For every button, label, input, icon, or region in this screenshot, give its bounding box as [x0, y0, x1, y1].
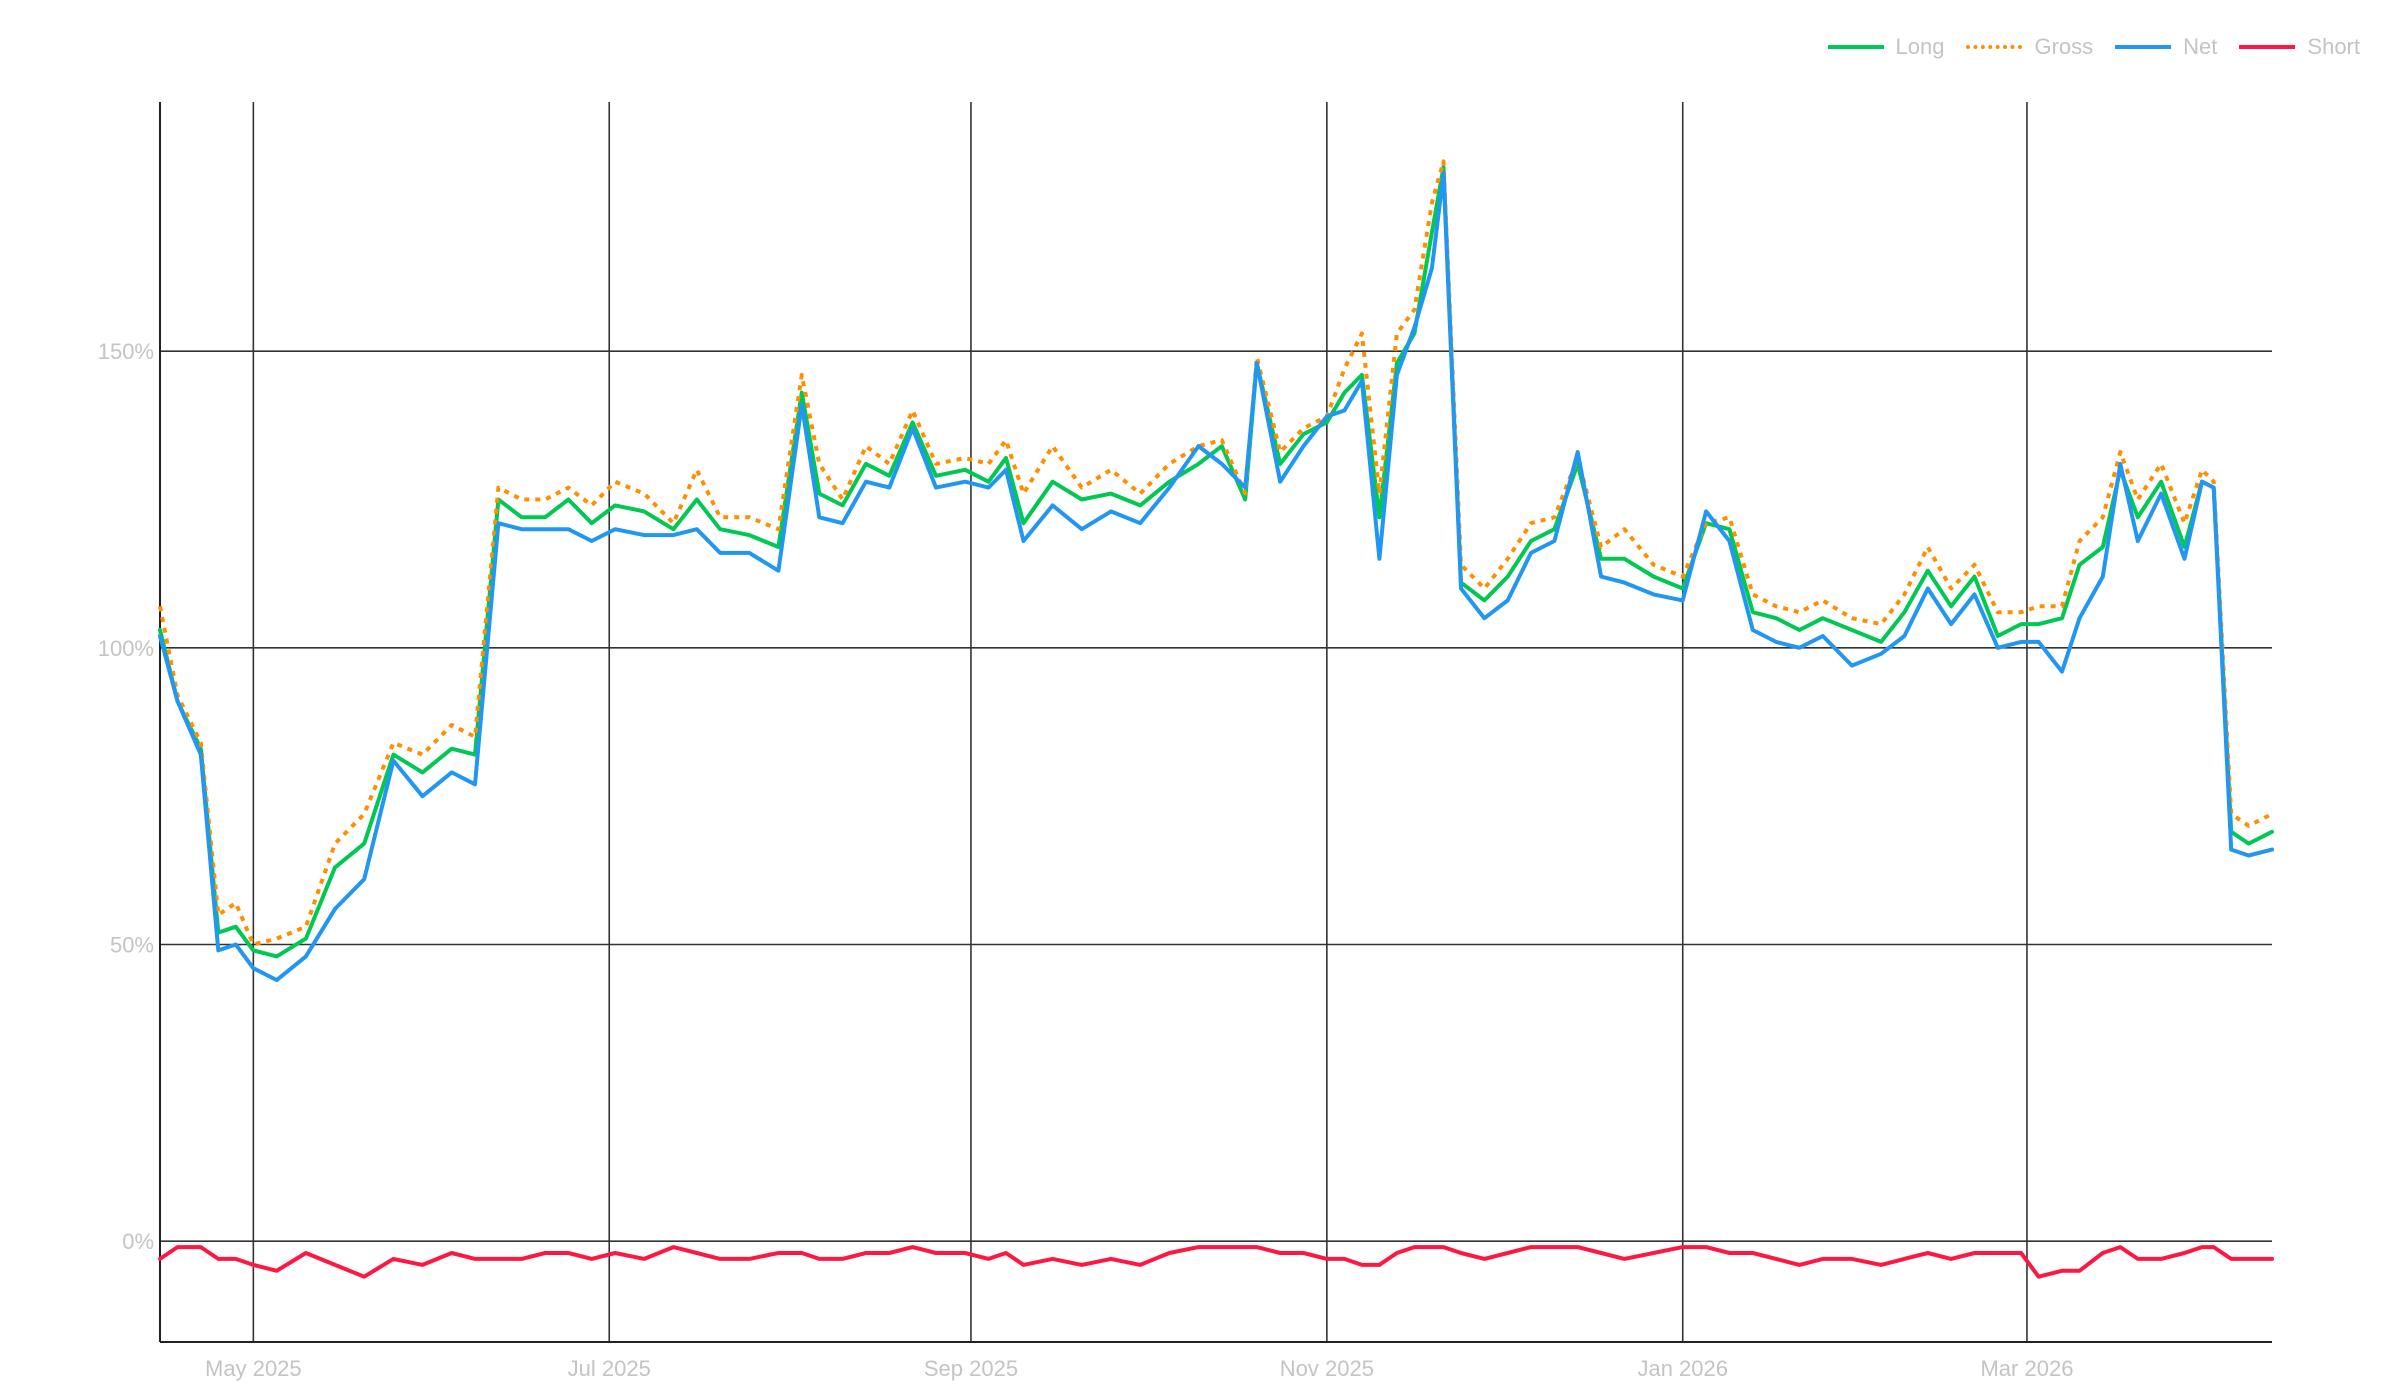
- chart-legend: Long Gross Net Short: [1806, 34, 2360, 60]
- series-line-gross: [158, 159, 2273, 947]
- legend-swatch: [1966, 45, 2023, 49]
- x-tick-label: Jul 2025: [568, 1356, 651, 1381]
- legend-swatch: [2115, 45, 2172, 49]
- x-tick-label: Mar 2026: [1980, 1356, 2073, 1381]
- tick-labels: 0% 50% 100% 150% May 2025 Jul 2025 Sep 2025 Nov…: [98, 339, 2074, 1381]
- legend-label: Gross: [2034, 34, 2094, 59]
- chart-series: [158, 159, 2274, 1279]
- legend-item-net[interactable]: Net: [2115, 34, 2217, 60]
- y-tick-label: 100%: [98, 636, 154, 661]
- legend-swatch: [2239, 45, 2296, 49]
- chart-axes: [159, 102, 2272, 1343]
- y-tick-label: 50%: [110, 932, 154, 957]
- legend-label: Long: [1895, 34, 1945, 59]
- legend-item-long[interactable]: Long: [1827, 34, 1945, 60]
- x-tick-label: May 2025: [205, 1356, 302, 1381]
- chart-grid: [160, 102, 2272, 1342]
- series-line-long: [158, 165, 2274, 959]
- y-tick-label: 150%: [98, 339, 154, 364]
- series-line-net: [158, 171, 2274, 983]
- legend-label: Net: [2183, 34, 2218, 59]
- legend-label: Short: [2307, 34, 2360, 59]
- y-tick-label: 0%: [122, 1229, 154, 1254]
- legend-item-short[interactable]: Short: [2239, 34, 2360, 60]
- x-tick-label: Nov 2025: [1280, 1356, 1374, 1381]
- x-tick-label: Jan 2026: [1637, 1356, 1728, 1381]
- legend-item-gross[interactable]: Gross: [1966, 34, 2093, 60]
- legend-swatch: [1827, 45, 1884, 49]
- x-tick-label: Sep 2025: [924, 1356, 1018, 1381]
- series-line-short: [158, 1245, 2274, 1279]
